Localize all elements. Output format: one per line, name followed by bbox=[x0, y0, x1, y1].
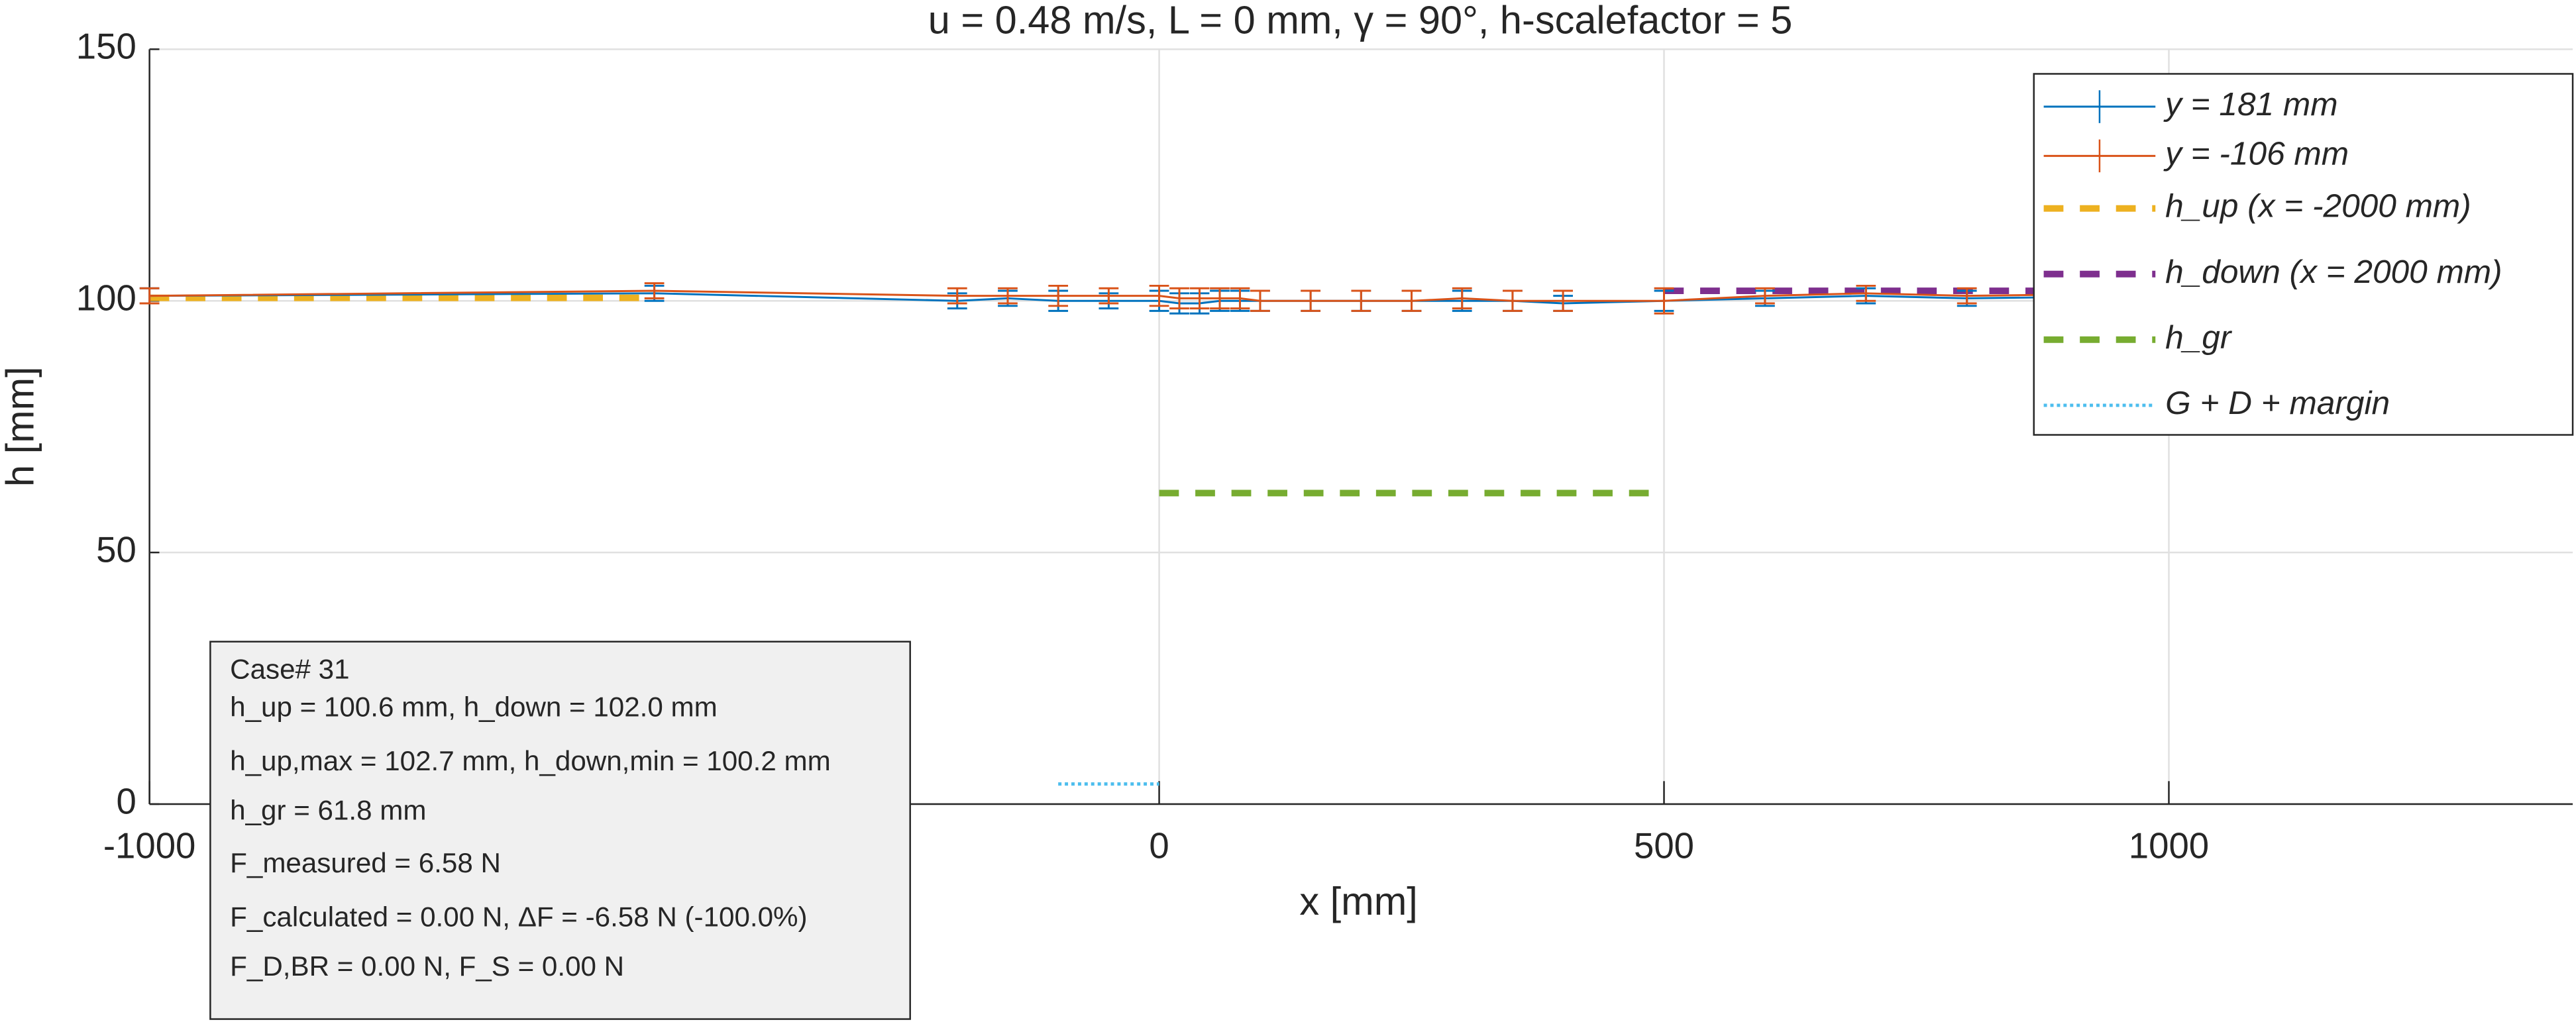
x-tick-label: 1000 bbox=[2129, 825, 2209, 866]
y-tick-label: 100 bbox=[76, 278, 136, 319]
error-bar bbox=[1230, 287, 1250, 310]
legend-label: h_gr bbox=[2165, 319, 2233, 356]
annotation-line: Case# 31 bbox=[230, 653, 349, 684]
y-tick-label: 150 bbox=[76, 26, 136, 67]
annotation-line: F_measured = 6.58 N bbox=[230, 847, 501, 878]
x-tick-label: 0 bbox=[1149, 825, 1169, 866]
error-bar bbox=[1553, 289, 1574, 312]
error-bar bbox=[1210, 287, 1230, 310]
error-bar bbox=[1149, 284, 1169, 307]
x-axis-label: x [mm] bbox=[1299, 879, 1417, 923]
error-bar bbox=[1401, 289, 1422, 312]
y-tick-label: 50 bbox=[96, 530, 136, 570]
error-bar bbox=[1099, 287, 1119, 305]
series-line bbox=[149, 289, 2371, 302]
error-bar bbox=[1957, 287, 1977, 305]
x-tick-label: 500 bbox=[1634, 825, 1694, 866]
x-tick-label: -1000 bbox=[103, 825, 195, 866]
error-bar bbox=[998, 287, 1018, 305]
legend-label: y = -106 mm bbox=[2163, 134, 2349, 172]
error-bar bbox=[1856, 284, 1876, 302]
legend-box bbox=[2033, 73, 2574, 436]
legend-label: h_up (x = -2000 mm) bbox=[2165, 187, 2471, 225]
error-bar bbox=[644, 282, 665, 299]
annotation-box bbox=[209, 640, 911, 1020]
error-bar bbox=[139, 287, 160, 305]
y-axis-label: h [mm] bbox=[0, 366, 42, 487]
error-bar bbox=[1654, 287, 1674, 315]
error-bar bbox=[1189, 287, 1210, 310]
error-bar bbox=[1755, 287, 1775, 305]
error-bar bbox=[1351, 289, 1371, 312]
error-bar bbox=[947, 287, 967, 305]
chart-title: u = 0.48 m/s, L = 0 mm, γ = 90°, h-scale… bbox=[928, 0, 1793, 42]
error-bar bbox=[1452, 287, 1472, 310]
legend-label: h_down (x = 2000 mm) bbox=[2165, 253, 2502, 290]
annotation-line: h_gr = 61.8 mm bbox=[230, 795, 426, 826]
annotation-line: h_up,max = 102.7 mm, h_down,min = 100.2 … bbox=[230, 745, 831, 776]
annotation-line: F_D,BR = 0.00 N, F_S = 0.00 N bbox=[230, 950, 624, 982]
legend-label: y = 181 mm bbox=[2163, 85, 2337, 123]
error-bar bbox=[1048, 284, 1069, 307]
legend-label: G + D + margin bbox=[2165, 384, 2390, 421]
error-bar bbox=[1301, 289, 1321, 312]
y-tick-label: 0 bbox=[116, 781, 136, 821]
error-bar bbox=[1169, 287, 1189, 310]
error-bar bbox=[1503, 289, 1523, 312]
annotation-line: h_up = 100.6 mm, h_down = 102.0 mm bbox=[230, 691, 718, 722]
error-bar bbox=[1250, 289, 1270, 312]
annotation-line: F_calculated = 0.00 N, ΔF = -6.58 N (-10… bbox=[230, 901, 807, 933]
